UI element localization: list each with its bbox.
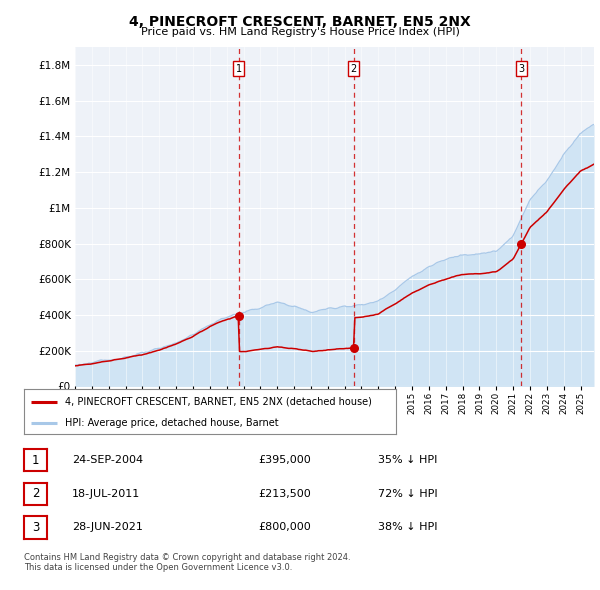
Text: £395,000: £395,000	[258, 455, 311, 465]
Text: Price paid vs. HM Land Registry's House Price Index (HPI): Price paid vs. HM Land Registry's House …	[140, 27, 460, 37]
Text: This data is licensed under the Open Government Licence v3.0.: This data is licensed under the Open Gov…	[24, 563, 292, 572]
Text: 72% ↓ HPI: 72% ↓ HPI	[378, 489, 437, 499]
Text: 35% ↓ HPI: 35% ↓ HPI	[378, 455, 437, 465]
Text: £213,500: £213,500	[258, 489, 311, 499]
Text: 28-JUN-2021: 28-JUN-2021	[72, 523, 143, 532]
Text: 4, PINECROFT CRESCENT, BARNET, EN5 2NX (detached house): 4, PINECROFT CRESCENT, BARNET, EN5 2NX (…	[65, 397, 372, 407]
Text: 3: 3	[518, 64, 524, 74]
Text: 1: 1	[236, 64, 242, 74]
Text: 3: 3	[32, 521, 39, 534]
Text: 2: 2	[32, 487, 39, 500]
Text: 4, PINECROFT CRESCENT, BARNET, EN5 2NX: 4, PINECROFT CRESCENT, BARNET, EN5 2NX	[129, 15, 471, 29]
Text: HPI: Average price, detached house, Barnet: HPI: Average price, detached house, Barn…	[65, 418, 278, 428]
Text: 1: 1	[32, 454, 39, 467]
Text: 18-JUL-2011: 18-JUL-2011	[72, 489, 140, 499]
Text: Contains HM Land Registry data © Crown copyright and database right 2024.: Contains HM Land Registry data © Crown c…	[24, 553, 350, 562]
Text: 24-SEP-2004: 24-SEP-2004	[72, 455, 143, 465]
Text: 38% ↓ HPI: 38% ↓ HPI	[378, 523, 437, 532]
Text: 2: 2	[350, 64, 357, 74]
Text: £800,000: £800,000	[258, 523, 311, 532]
